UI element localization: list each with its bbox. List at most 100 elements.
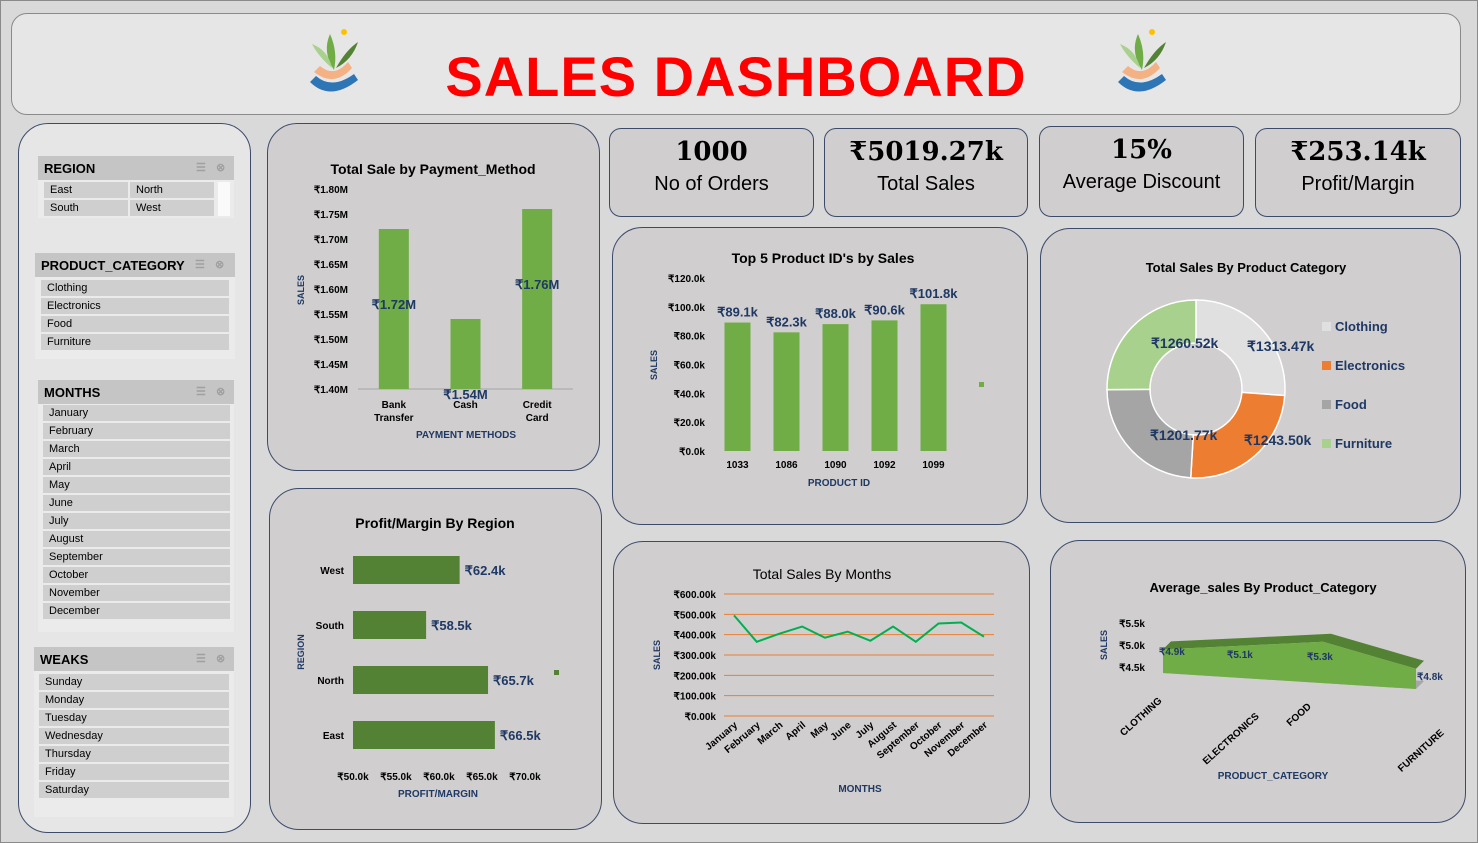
donut-slice bbox=[1195, 299, 1286, 397]
slicer-item-friday[interactable]: Friday bbox=[39, 764, 229, 780]
x-tick-label: CLOTHING bbox=[1118, 695, 1164, 738]
region-profit-chart-panel: Profit/Margin By Region ₹50.0k ₹55.0k ₹60.0… bbox=[269, 488, 602, 830]
slicer-scrollbar[interactable] bbox=[218, 182, 230, 216]
y-axis-title: SALES bbox=[649, 350, 659, 380]
data-label: ₹65.7k bbox=[493, 673, 535, 688]
x-tick-label: ₹65.0k bbox=[466, 772, 498, 783]
weeks-slicer: WEAKS ☰ ⊗ Sunday Monday Tuesday Wednesday Th… bbox=[34, 647, 234, 817]
chart-title: Average_sales By Product_Category bbox=[1149, 580, 1377, 595]
slicer-item-food[interactable]: Food bbox=[41, 316, 229, 332]
logo-icon bbox=[310, 29, 358, 92]
y-tick-label: ₹600.00k bbox=[673, 590, 716, 601]
y-tick-label: East bbox=[323, 731, 345, 742]
slicer-item-august[interactable]: August bbox=[43, 531, 230, 547]
bar bbox=[353, 666, 489, 694]
slicer-item-sunday[interactable]: Sunday bbox=[39, 674, 229, 690]
y-axis-title: SALES bbox=[1099, 630, 1109, 660]
data-label: ₹1313.47k bbox=[1247, 338, 1315, 354]
kpi-profit-value: ₹253.14k bbox=[1290, 137, 1426, 167]
bar bbox=[522, 209, 553, 389]
slicer-item-clothing[interactable]: Clothing bbox=[41, 280, 229, 296]
slicer-item-furniture[interactable]: Furniture bbox=[41, 334, 229, 350]
x-axis-title: PROFIT/MARGIN bbox=[398, 789, 478, 800]
months-slicer-title: MONTHS bbox=[44, 385, 101, 400]
slicer-item-west[interactable]: West bbox=[130, 200, 214, 216]
slicer-item-october[interactable]: October bbox=[43, 567, 230, 583]
chart-title: Total Sales By Months bbox=[753, 566, 892, 582]
area-front-face bbox=[1163, 641, 1416, 689]
slicer-item-wednesday[interactable]: Wednesday bbox=[39, 728, 229, 744]
y-tick-label: ₹80.0k bbox=[674, 332, 706, 343]
slicer-item-may[interactable]: May bbox=[43, 477, 230, 493]
data-label: ₹88.0k bbox=[815, 306, 857, 321]
x-tick-label: ₹60.0k bbox=[423, 772, 455, 783]
multi-select-icon[interactable]: ☰ bbox=[196, 653, 206, 665]
series-line bbox=[733, 614, 985, 644]
monthly-sales-chart: Total Sales By Months ₹0.00k ₹100.00k ₹200.… bbox=[652, 566, 994, 795]
category-donut-chart: Total Sales By Product Category ₹1313.47k… bbox=[1106, 260, 1405, 479]
bar bbox=[353, 556, 460, 584]
slicer-item-september[interactable]: September bbox=[43, 549, 230, 565]
clear-filter-icon[interactable]: ⊗ bbox=[216, 162, 226, 174]
multi-select-icon[interactable]: ☰ bbox=[196, 386, 206, 398]
slicer-item-monday[interactable]: Monday bbox=[39, 692, 229, 708]
data-label: ₹4.9k bbox=[1159, 647, 1185, 658]
slicer-item-tuesday[interactable]: Tuesday bbox=[39, 710, 229, 726]
y-tick-label: ₹1.70M bbox=[314, 235, 348, 246]
y-tick-label: ₹300.00k bbox=[673, 651, 716, 662]
top-products-chart-panel: Top 5 Product ID's by Sales ₹0.0k ₹20.0k ₹4… bbox=[612, 227, 1028, 525]
payment-method-chart: Total Sale by Payment_Method ₹1.40M ₹1.45M… bbox=[296, 161, 573, 441]
kpi-orders-card: 1000 No of Orders bbox=[609, 128, 814, 217]
weeks-slicer-header: WEAKS ☰ ⊗ bbox=[34, 647, 234, 671]
slicer-item-june[interactable]: June bbox=[43, 495, 230, 511]
x-tick-label: ELECTRONICS bbox=[1201, 711, 1262, 767]
slicer-item-east[interactable]: East bbox=[44, 182, 128, 198]
y-tick-label: ₹0.0k bbox=[679, 447, 705, 458]
slicer-item-april[interactable]: April bbox=[43, 459, 230, 475]
multi-select-icon[interactable]: ☰ bbox=[195, 259, 205, 271]
page-title: SALES DASHBOARD bbox=[445, 45, 1027, 108]
slicer-item-july[interactable]: July bbox=[43, 513, 230, 529]
y-tick-label: ₹100.0k bbox=[668, 303, 705, 314]
slicer-item-march[interactable]: March bbox=[43, 441, 230, 457]
legend-label: Furniture bbox=[1335, 436, 1392, 451]
y-tick-label: ₹0.00k bbox=[685, 712, 717, 723]
data-label: ₹66.5k bbox=[500, 728, 542, 743]
y-tick-label: ₹1.50M bbox=[314, 335, 348, 346]
legend-swatch bbox=[1322, 361, 1331, 370]
slicer-item-november[interactable]: November bbox=[43, 585, 230, 601]
region-slicer: REGION ☰ ⊗ East North South West bbox=[38, 156, 234, 218]
slicer-item-electronics[interactable]: Electronics bbox=[41, 298, 229, 314]
slicer-item-south[interactable]: South bbox=[44, 200, 128, 216]
data-label: ₹4.8k bbox=[1417, 672, 1443, 683]
x-tick-label: Cash bbox=[453, 400, 477, 411]
slicer-item-december[interactable]: December bbox=[43, 603, 230, 619]
slicer-item-january[interactable]: January bbox=[43, 405, 230, 421]
legend-label: Clothing bbox=[1335, 319, 1388, 334]
slicer-item-saturday[interactable]: Saturday bbox=[39, 782, 229, 798]
x-tick-label: April bbox=[784, 720, 809, 743]
slicer-item-north[interactable]: North bbox=[130, 182, 214, 198]
donut-slice bbox=[1106, 299, 1197, 391]
kpi-profit-label: Profit/Margin bbox=[1301, 173, 1415, 195]
y-axis-title: SALES bbox=[652, 640, 662, 670]
clear-filter-icon[interactable]: ⊗ bbox=[216, 386, 226, 398]
y-tick-label: ₹5.0k bbox=[1119, 641, 1145, 652]
clear-filter-icon[interactable]: ⊗ bbox=[216, 653, 226, 665]
logo-icon bbox=[1118, 29, 1166, 92]
y-tick-label: West bbox=[320, 566, 344, 577]
slicer-item-february[interactable]: February bbox=[43, 423, 230, 439]
data-label: ₹5.1k bbox=[1227, 650, 1253, 661]
x-axis-title: PRODUCT_CATEGORY bbox=[1218, 771, 1329, 782]
x-tick-label: ₹70.0k bbox=[509, 772, 541, 783]
x-tick-label: 1086 bbox=[775, 460, 798, 471]
x-axis-title: PAYMENT METHODS bbox=[416, 430, 516, 441]
legend-label: Electronics bbox=[1335, 358, 1405, 373]
y-axis-title: SALES bbox=[296, 275, 306, 305]
data-label: ₹89.1k bbox=[717, 305, 759, 320]
slicer-item-thursday[interactable]: Thursday bbox=[39, 746, 229, 762]
clear-filter-icon[interactable]: ⊗ bbox=[215, 259, 225, 271]
multi-select-icon[interactable]: ☰ bbox=[196, 162, 206, 174]
bar bbox=[353, 611, 427, 639]
